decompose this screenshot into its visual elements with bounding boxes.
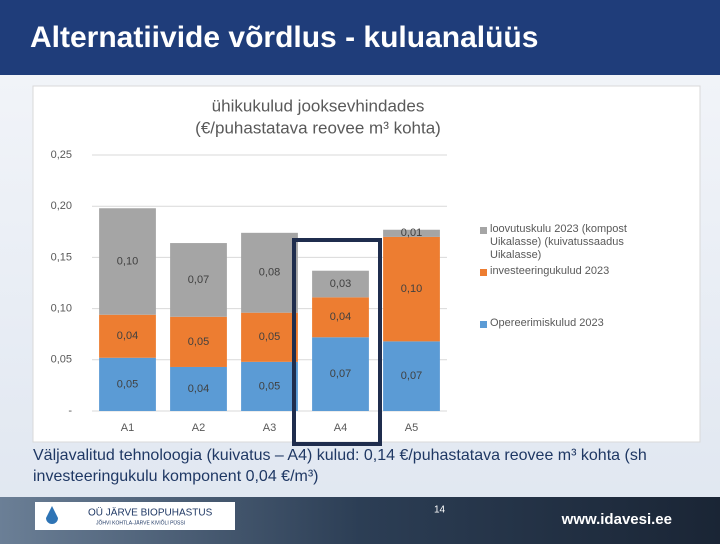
x-tick-label: A1 xyxy=(121,422,134,434)
value-label: 0,10 xyxy=(401,283,422,295)
legend-label: Opereerimiskulud 2023 xyxy=(490,317,675,330)
legend-swatch xyxy=(480,321,487,328)
chart-title: ühikukulud jooksevhindades xyxy=(212,96,425,115)
legend-label: loovutuskulu 2023 (kompost Uikalasse) (k… xyxy=(490,223,675,262)
value-label: 0,07 xyxy=(330,368,351,380)
chart-subtitle: (€/puhastatava reovee m³ kohta) xyxy=(195,118,441,137)
logo-name: OÜ JÄRVE BIOPUHASTUS xyxy=(88,507,213,519)
value-label: 0,04 xyxy=(330,311,351,323)
y-tick-label: 0,20 xyxy=(51,200,72,212)
website: www.idavesi.ee xyxy=(561,511,672,528)
x-tick-label: A3 xyxy=(263,422,276,434)
y-tick-label: - xyxy=(68,405,72,417)
value-label: 0,05 xyxy=(259,331,280,343)
value-label: 0,04 xyxy=(188,383,209,395)
y-tick-label: 0,25 xyxy=(51,149,72,161)
x-tick-label: A4 xyxy=(334,422,347,434)
logo-sub: JÕHVI KOHTLA-JÄRVE KIVIÕLI PÜSSI xyxy=(96,519,185,526)
legend-entry: Opereerimiskulud 2023 xyxy=(490,317,675,359)
y-tick-label: 0,10 xyxy=(51,303,72,315)
value-label: 0,05 xyxy=(259,380,280,392)
legend-swatch xyxy=(480,227,487,234)
value-label: 0,01 xyxy=(401,227,422,239)
value-label: 0,07 xyxy=(188,274,209,286)
value-label: 0,05 xyxy=(188,336,209,348)
x-tick-label: A2 xyxy=(192,422,205,434)
note-box: Väljavalitud tehnoloogia (kuivatus – A4)… xyxy=(33,445,700,493)
value-label: 0,05 xyxy=(117,378,138,390)
y-tick-label: 0,05 xyxy=(51,354,72,366)
slide-title: Alternatiivide võrdlus - kuluanalüüs xyxy=(30,21,538,54)
value-label: 0,07 xyxy=(401,370,422,382)
x-tick-label: A5 xyxy=(405,422,418,434)
value-label: 0,08 xyxy=(259,267,280,279)
legend-entry: loovutuskulu 2023 (kompost Uikalasse) (k… xyxy=(490,223,675,265)
note: Väljavalitud tehnoloogia (kuivatus – A4)… xyxy=(33,445,700,487)
slide: Alternatiivide võrdlus - kuluanalüüs ühi… xyxy=(0,0,720,544)
legend-label: investeeringukulud 2023 xyxy=(490,265,675,278)
value-label: 0,10 xyxy=(117,255,138,267)
value-label: 0,03 xyxy=(330,278,351,290)
value-label: 0,04 xyxy=(117,330,138,342)
page-number: 14 xyxy=(434,505,446,516)
y-tick-label: 0,15 xyxy=(51,251,72,263)
legend-entry: investeeringukulud 2023 xyxy=(490,265,675,307)
legend-swatch xyxy=(480,269,487,276)
